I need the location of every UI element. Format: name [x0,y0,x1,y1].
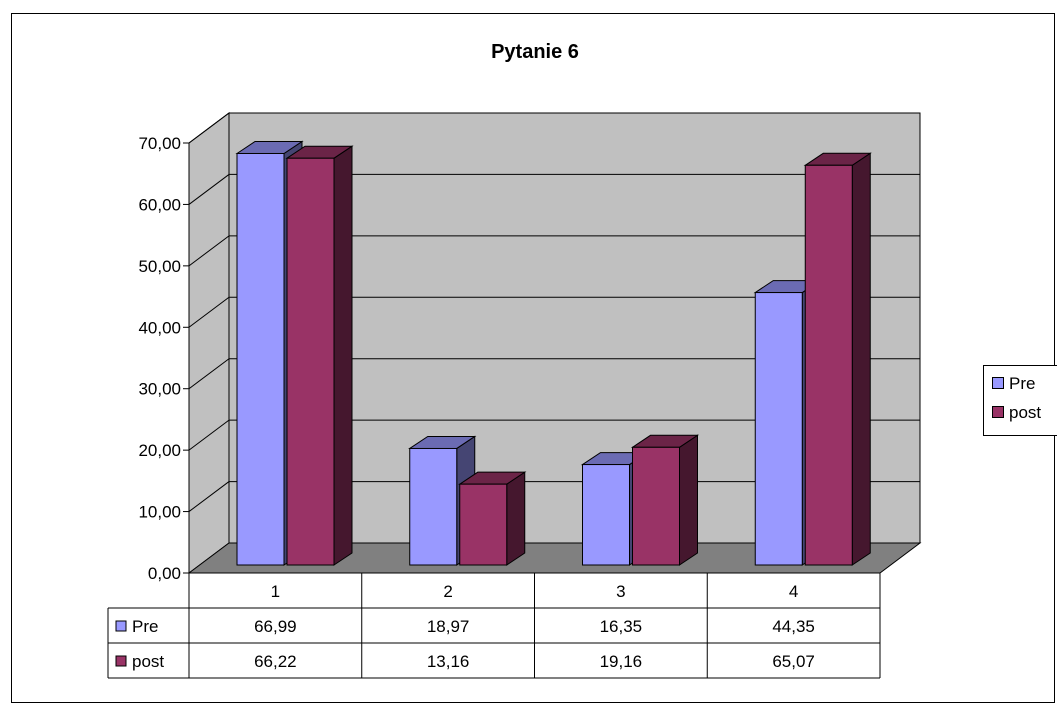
data-label: 66,99 [254,617,297,636]
bar-pre-1 [236,152,285,566]
side-wall [188,112,230,574]
x-tick-label: 1 [271,582,280,601]
table-swatch-pre [115,620,127,632]
data-label: 65,07 [772,652,815,671]
y-tick-label: 20,00 [138,441,181,460]
legend-label-post: post [1009,403,1042,422]
gridline-side [188,174,230,205]
data-label: 18,97 [427,617,470,636]
table-swatch-post [115,655,127,667]
gridline-side [188,235,230,267]
legend-label-pre: Pre [1009,374,1036,393]
legend: Pre post [983,365,1057,436]
data-label: 19,16 [600,652,643,671]
floor [187,542,922,574]
gridline-side [188,296,230,328]
bar-pre-2 [409,447,458,566]
y-tick-label: 70,00 [138,134,181,153]
legend-swatch-post [992,406,1004,418]
data-label: 66,22 [254,652,297,671]
bar-post-1 [286,157,335,566]
chart-title: Pytanie 6 [491,41,579,63]
gridline-side [188,481,230,512]
y-tick-label: 40,00 [138,318,181,337]
data-label: 44,35 [772,617,815,636]
y-tick-label: 30,00 [138,380,181,399]
bar-pre-4 [754,292,803,566]
plot-area: 0,00 10,00 20,00 30,00 40,00 50,00 60,00 70,00 1… [107,112,922,679]
gridline-side [188,358,230,390]
y-tick-label: 10,00 [138,503,181,522]
bar-side [851,152,871,566]
legend-item-post: post [992,403,1041,423]
table-series-label: Pre [132,617,158,636]
bar-post-2 [459,483,508,566]
bar-side [333,145,353,566]
bar-side [506,471,526,566]
bar-post-4 [804,164,853,566]
y-tick-label: 50,00 [138,257,181,276]
x-tick-label: 3 [616,582,625,601]
legend-item-pre: Pre [992,374,1035,394]
y-tick-label: 60,00 [138,195,181,214]
gridline-side [188,112,230,144]
data-label: 13,16 [427,652,470,671]
data-label: 16,35 [600,617,643,636]
gridline-side [188,419,230,451]
table-series-label: post [132,652,164,671]
bar-side [679,434,698,566]
y-tick-label: 0,00 [148,564,181,583]
x-tick-label: 4 [789,582,798,601]
bar-post-3 [632,446,680,566]
bar-pre-3 [582,464,630,566]
x-tick-label: 2 [443,582,452,601]
legend-swatch-pre [992,377,1004,389]
